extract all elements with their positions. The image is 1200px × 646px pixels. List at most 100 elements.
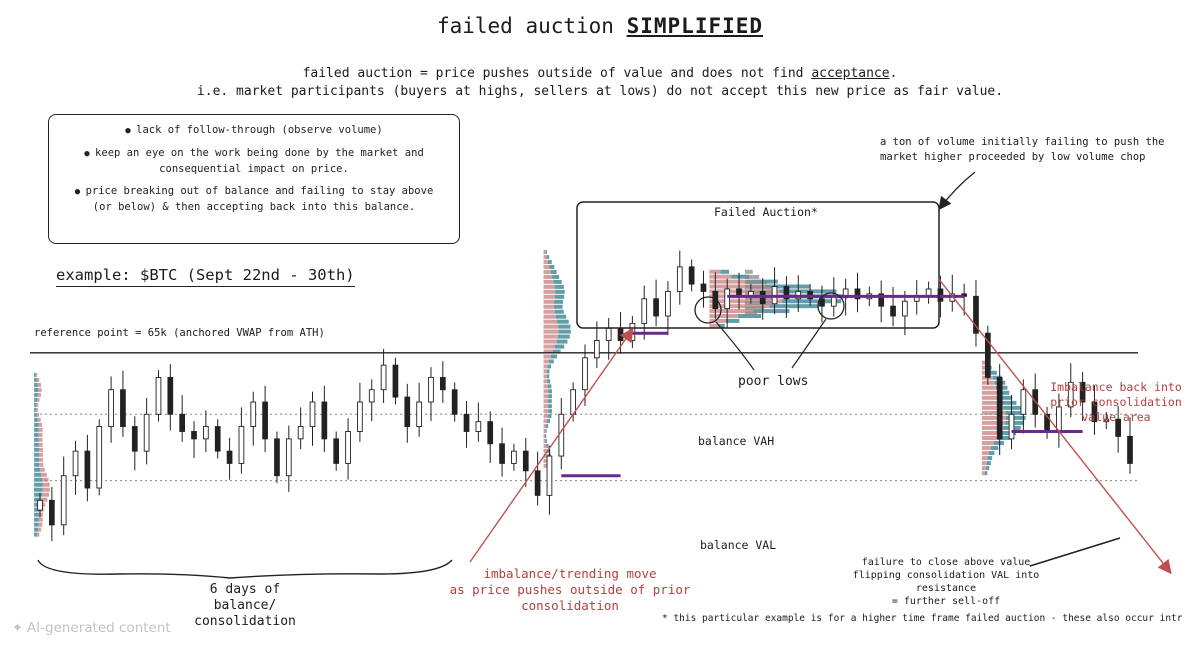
volume-profile-bar [543,394,549,399]
volume-profile-bar [543,443,547,448]
volume-profile-bar [543,284,555,289]
volume-profile-bar [547,384,552,389]
volume-profile-bar [34,412,37,417]
volume-profile-bar [552,274,560,279]
volume-profile-bar [543,324,559,329]
volume-profile-bar [38,442,43,447]
volume-profile-bar [984,471,988,476]
imbalance-label-line: consolidation [521,598,619,613]
candle-body [475,421,482,432]
candle-body [48,499,55,526]
candle-body [262,401,268,440]
volume-profile-bar [543,339,557,344]
poor-low-circle [694,296,722,324]
notes-box: lack of follow-through (observe volume) … [48,114,460,244]
volume-profile-bar [547,448,551,453]
volume-profile-bar [35,372,38,377]
poc-lines [561,294,1083,478]
volume-profile-bar [1005,410,1025,415]
volume-profile-bar [34,432,39,437]
candle-body [428,376,434,403]
consolidation-brace [37,559,453,579]
volume-profile-bar [34,482,43,487]
volume-profile-bar [34,447,39,452]
volume-profile-bar [39,462,44,467]
candle-body [890,305,896,317]
volume-profile-bar [759,300,772,305]
volume-profile-bar [987,456,993,461]
volume-profile-bar [546,443,549,448]
candle-body [309,401,316,428]
watermark: ✦ AI-generated content [12,620,171,636]
volume-profile-bar [981,365,988,370]
volume-profile-bar [709,284,765,289]
volume-profile-bar [543,434,546,439]
volume-profile-bar [37,397,40,402]
volume-profile-bar [543,404,549,409]
volume-profile-bar [38,457,43,462]
candle-body [37,499,43,511]
note-item: price breaking out of balance and failin… [63,184,445,215]
volume-profile-bar [744,311,752,316]
volume-profile-bar [42,477,49,482]
volume-profile-bar [543,260,549,265]
volume-profile-bar [543,319,558,324]
volume-profile-bar [781,299,842,304]
volume-profile-bar [709,289,780,294]
volume-profile-bar [557,334,570,339]
candle-body [404,396,411,428]
volume-profile-bar [981,380,995,385]
volume-profile-bar [548,399,552,404]
volume-profile-bar [543,309,555,314]
candle-body [226,450,233,464]
candle-body [878,293,885,307]
volume-profile-bar [988,451,995,456]
volume-profile-bar [744,280,758,285]
volume-profile-bar [762,290,778,295]
volume-profile-bar [543,419,548,424]
volume-profile-bar [34,497,42,502]
volume-profile-bar [752,274,760,279]
candle-body [617,327,624,342]
volume-profile-bar [34,522,39,527]
poor-lows-pointer [715,321,755,371]
candle-body [783,286,790,300]
volume-profile-bar [38,427,43,432]
candle-body [641,298,648,324]
balance-val-label: balance VAL [700,538,777,552]
volume-profile-bar [546,374,550,379]
volume-profile-bar [554,309,564,314]
failure-label: failure to close above value flipping co… [826,556,1066,608]
volume-profile-bar [543,389,549,394]
volume-profile-bar [543,289,556,294]
volume-profile-bar [552,349,561,354]
volume-profile-bar [994,441,1004,446]
volume-profile-bar [549,359,554,364]
volume-profile-bar [543,349,553,354]
volume-profile-bar [34,517,39,522]
candle-body [203,426,209,440]
candle-body [499,443,505,464]
volume-profile-bar [553,279,562,284]
volume-profile-bar [753,309,790,314]
candle-body [570,389,577,415]
volume-profile-bar [34,532,37,537]
candle-body [1008,413,1015,440]
note-item: keep an eye on the work being done by th… [63,146,445,177]
candle-body [380,364,387,391]
volume-profile-bar [981,415,1006,420]
volume-profile-bar [998,395,1013,400]
volume-profile-bar [37,392,41,397]
candle-body [605,327,612,342]
imbalance-back-line: prior consolidation [1050,395,1182,409]
volume-profile-bar [769,304,819,309]
balance-vah-label: balance VAH [698,434,775,448]
volume-profile-bar [543,294,555,299]
candle-body [108,389,114,428]
volume-profile-bar [546,424,549,429]
volume-profile-bar [556,339,568,344]
candle-body [357,401,363,432]
candle-body [463,413,470,432]
candle-body [534,470,541,496]
title-emphasis: SIMPLIFIED [626,14,764,38]
